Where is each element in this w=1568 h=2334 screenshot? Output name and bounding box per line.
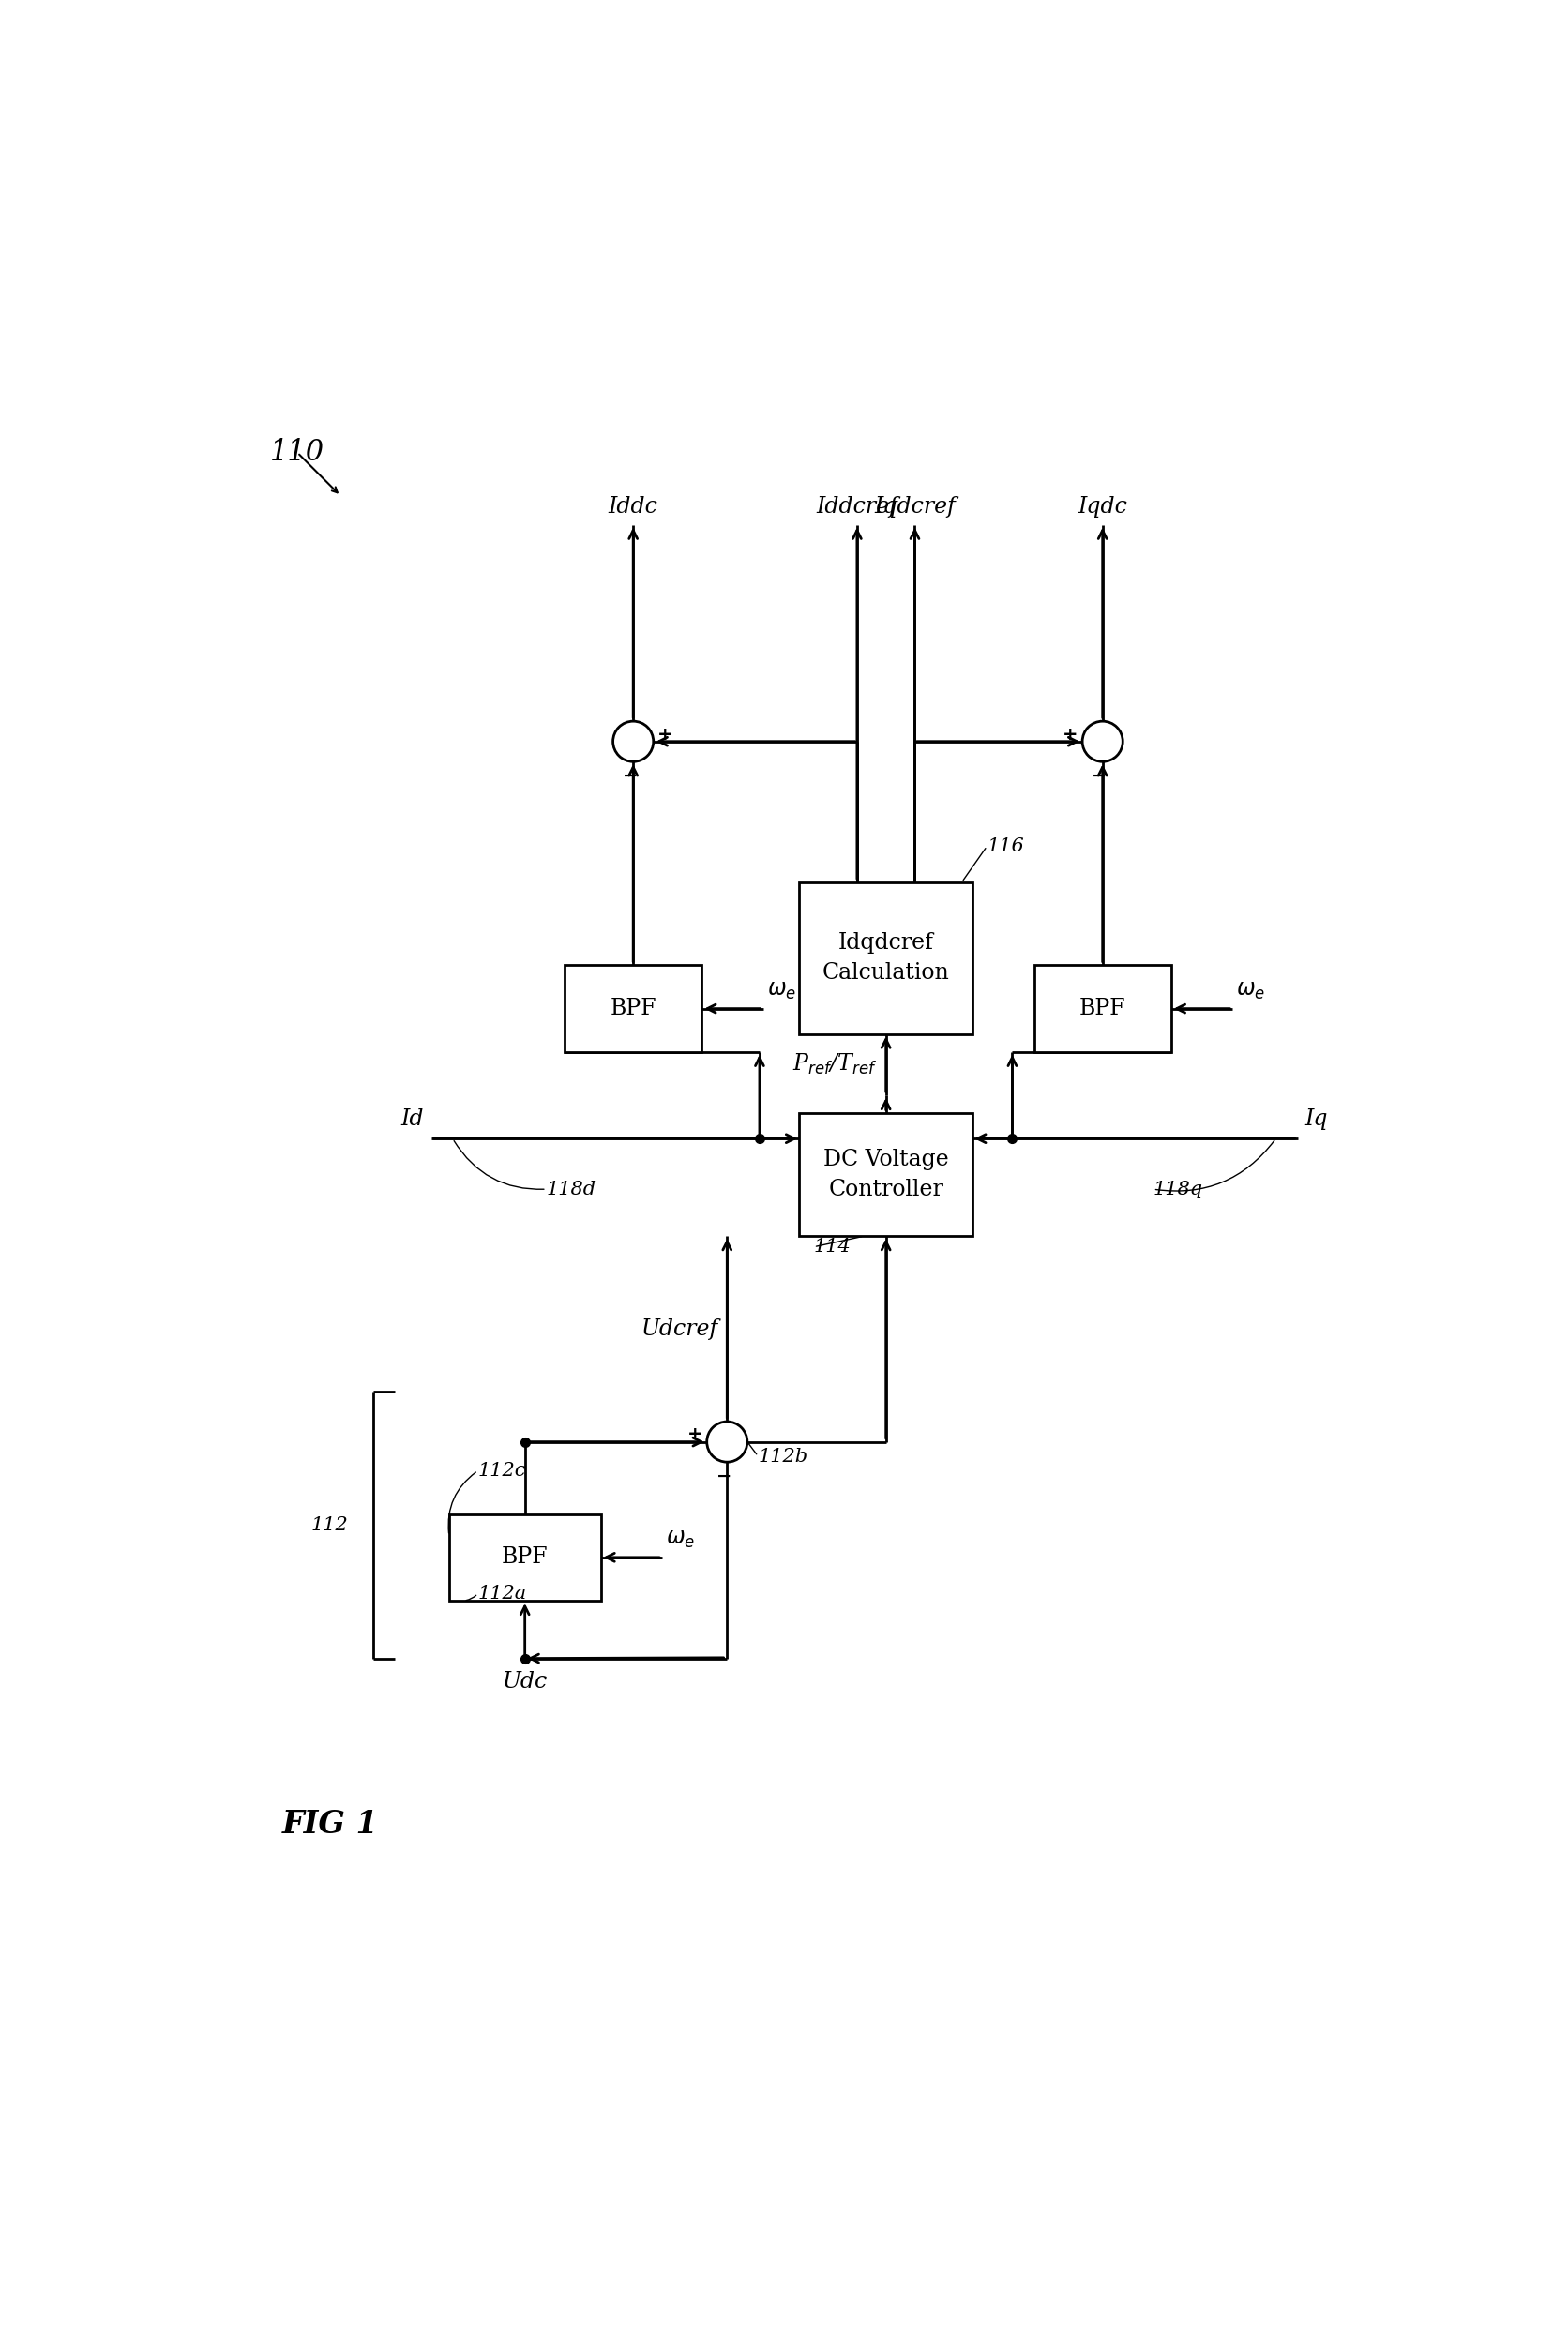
Text: 112a: 112a [478,1585,527,1603]
Text: −: − [717,1468,732,1484]
Text: BPF: BPF [1079,999,1126,1020]
Text: Udc: Udc [502,1671,547,1692]
Text: Iq: Iq [1305,1109,1328,1130]
Text: Idqdcref
Calculation: Idqdcref Calculation [822,931,950,985]
Text: +: + [657,726,673,742]
Text: $\omega_e$: $\omega_e$ [666,1529,695,1550]
Text: 112b: 112b [757,1447,808,1466]
Text: Udcref: Udcref [641,1319,718,1340]
Text: DC Voltage
Controller: DC Voltage Controller [823,1148,949,1200]
Text: 110: 110 [270,439,325,467]
Text: $\omega_e$: $\omega_e$ [1236,980,1265,1001]
Text: Iqdc: Iqdc [1077,497,1127,518]
Text: +: + [1063,726,1079,742]
Text: BPF: BPF [610,999,657,1020]
Text: $\omega_e$: $\omega_e$ [767,980,797,1001]
FancyBboxPatch shape [564,966,702,1053]
Text: Id: Id [401,1109,423,1130]
Circle shape [707,1421,748,1461]
Text: Iddc: Iddc [608,497,659,518]
Circle shape [1082,721,1123,761]
Text: FIG 1: FIG 1 [282,1809,378,1839]
FancyBboxPatch shape [800,1113,972,1237]
Text: 118q: 118q [1152,1181,1203,1197]
Text: BPF: BPF [502,1547,549,1568]
FancyBboxPatch shape [800,882,972,1034]
Text: 112: 112 [310,1517,348,1533]
Text: P$_{ref}$/T$_{ref}$: P$_{ref}$/T$_{ref}$ [792,1053,877,1076]
Text: Iddcref: Iddcref [817,497,898,518]
Text: 114: 114 [814,1237,851,1256]
Text: 112c: 112c [478,1461,527,1480]
Text: −: − [1091,768,1107,784]
FancyBboxPatch shape [448,1515,601,1601]
Circle shape [613,721,654,761]
Text: −: − [622,768,638,784]
Text: 116: 116 [986,838,1024,854]
Text: Iqdcref: Iqdcref [873,497,955,518]
Text: +: + [687,1426,702,1442]
Text: 118d: 118d [547,1181,596,1197]
FancyBboxPatch shape [1033,966,1171,1053]
